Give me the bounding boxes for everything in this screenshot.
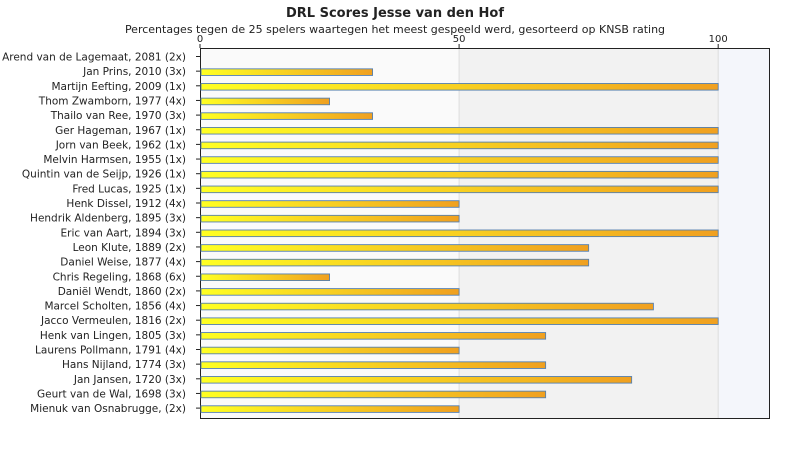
category-label: Daniël Wendt, 1860 (2x) [58,286,186,298]
category-label: Geurt van de Wal, 1698 (3x) [37,388,186,400]
category-label: Quintin van de Seijp, 1926 (1x) [22,169,186,181]
x-tick-label: 50 [453,34,466,45]
bar [200,200,460,208]
bar [200,390,547,399]
bar [200,302,654,311]
category-label: Jan Prins, 2010 (3x) [82,66,186,78]
band-100-plus [718,48,770,419]
category-label: Hendrik Aldenberg, 1895 (3x) [30,213,186,225]
category-label: Arend van de Lagemaat, 2081 (2x) [2,52,186,64]
bar [200,405,460,413]
bar [200,83,719,91]
bar [200,346,460,355]
bar [200,317,719,325]
category-label: Leon Klute, 1889 (2x) [73,242,186,254]
category-label: Eric van Aart, 1894 (3x) [61,227,187,239]
bar [200,332,547,340]
x-tick-label: 0 [197,34,203,45]
bar [200,156,719,164]
bar [200,126,719,135]
category-label: Mienuk van Osnabrugge, (2x) [30,403,186,415]
bar [200,170,719,179]
plot-area: 0 50 100 Arend van de Lagemaat, 2081 (2x) Ja… [2,34,770,419]
bar [200,112,374,120]
category-label: Hans Nijland, 1774 (3x) [62,359,186,371]
bar [200,244,590,252]
category-label: Ger Hageman, 1967 (1x) [55,125,186,137]
plot-frame [200,48,770,419]
bar [200,376,633,384]
bar [200,68,374,76]
category-label: Chris Regeling, 1868 (6x) [53,271,186,283]
chart-title: DRL Scores Jesse van den Hof [286,6,504,21]
bar [200,141,719,150]
bar [200,273,330,282]
category-label: Thailo van Ree, 1970 (3x) [50,110,186,122]
category-label: Martijn Eefting, 2009 (1x) [51,81,186,93]
category-label: Melvin Harmsen, 1955 (1x) [43,154,186,166]
category-label: Henk van Lingen, 1805 (3x) [40,330,186,342]
category-label: Jan Jansen, 1720 (3x) [73,374,186,386]
chart-subtitle: Percentages tegen de 25 spelers waartege… [125,23,665,36]
category-label: Jorn van Beek, 1962 (1x) [55,139,186,151]
category-label: Jacco Vermeulen, 1816 (2x) [40,315,186,327]
bar [200,288,460,296]
bar [200,97,330,106]
category-label: Marcel Scholten, 1856 (4x) [44,301,186,313]
bar [200,214,460,223]
bar [200,185,719,194]
category-label: Henk Dissel, 1912 (4x) [66,198,186,210]
bar [200,229,719,238]
bar [200,361,547,369]
bar [200,258,590,267]
category-label: Laurens Pollmann, 1791 (4x) [35,345,186,357]
category-label: Daniel Weise, 1877 (4x) [60,257,186,269]
category-label: Thom Zwamborn, 1977 (4x) [38,95,186,107]
category-label: Fred Lucas, 1925 (1x) [72,183,186,195]
x-tick-label: 100 [709,34,728,45]
